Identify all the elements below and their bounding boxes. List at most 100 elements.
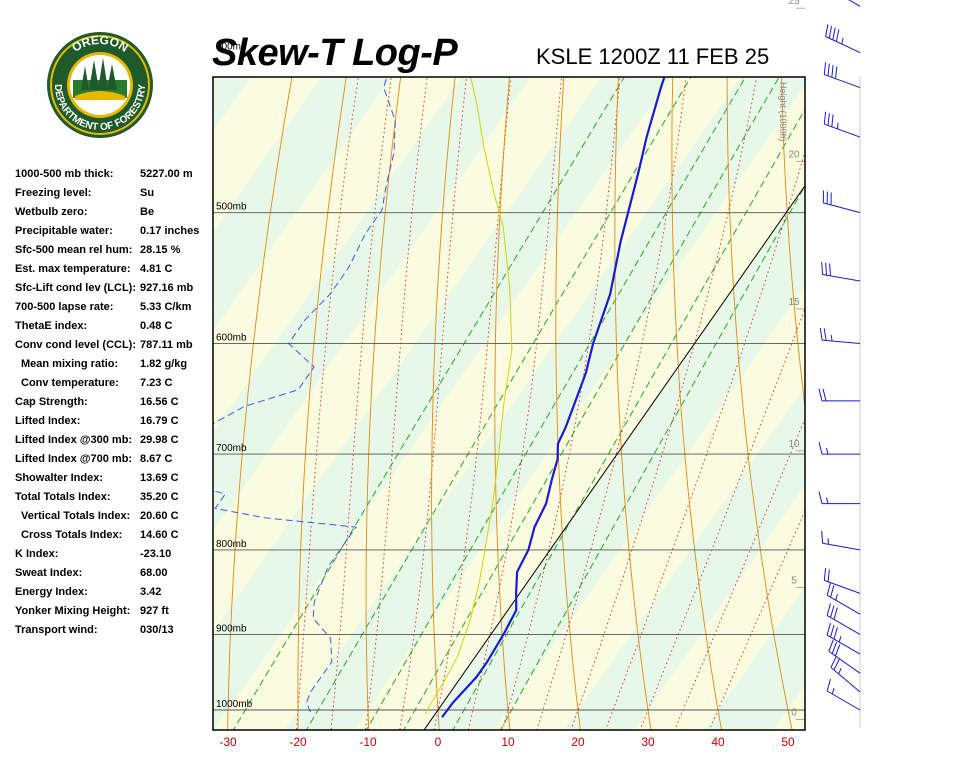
- wind-barb-full: [823, 62, 827, 75]
- index-row: Wetbulb zero: Be: [15, 206, 215, 225]
- index-value: 28.15 %: [140, 244, 181, 256]
- index-label: Mean mixing ratio:: [21, 358, 119, 370]
- wind-barb-half: [836, 122, 839, 129]
- wind-barb: [823, 111, 861, 138]
- wind-barb: [818, 441, 860, 455]
- wind-barb-full: [831, 64, 834, 78]
- index-value: 20.60 C: [140, 510, 179, 522]
- mixing-ratio-line: [305, 77, 692, 730]
- index-label: Conv temperature:: [21, 377, 119, 389]
- wind-barb: [826, 603, 861, 635]
- wind-barb-full: [823, 568, 827, 581]
- index-value: 14.60 C: [140, 529, 179, 541]
- logo-top-text: OREGON: [69, 33, 130, 55]
- wind-barb-full: [833, 627, 838, 640]
- mixing-ratio-line: [403, 77, 780, 730]
- chart-title: Skew-T Log-P: [212, 32, 458, 74]
- wind-barb-full: [827, 63, 830, 76]
- wind-barb-full: [818, 441, 823, 455]
- height-tick-label: 5: [791, 576, 797, 587]
- isotherm-band: [213, 77, 462, 432]
- x-tick-label: -20: [289, 735, 307, 749]
- index-label: Transport wind:: [15, 624, 98, 636]
- wind-barb-shaft: [826, 690, 861, 711]
- x-tick-label: 20: [571, 735, 585, 749]
- wind-barb: [818, 491, 860, 505]
- index-value: 7.23 C: [140, 377, 173, 389]
- wind-barb: [826, 678, 861, 711]
- index-value: 5.33 C/km: [140, 301, 192, 313]
- wind-barb-full: [821, 530, 824, 544]
- temperature-bands: [213, 77, 805, 730]
- height-tick-label: 0: [791, 707, 797, 718]
- index-value: Be: [140, 206, 155, 218]
- wind-barb-half: [831, 687, 835, 695]
- index-label: Freezing level:: [15, 187, 92, 199]
- index-row: Sweat Index: 68.00: [15, 567, 215, 586]
- zero-isotherm: [423, 184, 805, 730]
- index-row: K Index: -23.10: [15, 548, 215, 567]
- index-row: 700-500 lapse rate: 5.33 C/km: [15, 301, 215, 320]
- index-value: 1.82 g/kg: [140, 358, 188, 370]
- isotherm-band: [213, 77, 322, 232]
- wind-barb-full: [830, 585, 835, 598]
- wind-barb-full: [827, 569, 830, 582]
- index-row: Mean mixing ratio: 1.82 g/kg: [15, 358, 215, 377]
- index-label: Precipitable water:: [15, 225, 113, 237]
- index-row: ThetaE index: 0.48 C: [15, 320, 215, 339]
- wind-barb-shaft: [822, 542, 861, 551]
- index-label: Est. max temperature:: [15, 263, 131, 275]
- wind-barb-full: [830, 656, 837, 668]
- index-row: Cross Totals Index: 14.60 C: [15, 529, 215, 548]
- index-value: -23.10: [140, 548, 172, 560]
- wind-barb-shaft: [848, 0, 861, 7]
- index-label: Total Totals Index:: [15, 491, 111, 503]
- wind-barb: [819, 327, 861, 344]
- wind-barb-full: [831, 641, 838, 654]
- pressure-label: 400mb: [216, 42, 247, 53]
- index-label: Wetbulb zero:: [15, 206, 88, 218]
- wind-barb-half: [838, 668, 842, 675]
- wind-barb: [825, 24, 861, 54]
- index-value: Su: [140, 187, 155, 199]
- wind-barb: [821, 262, 861, 282]
- pressure-label: 500mb: [216, 202, 247, 213]
- wind-barb-shaft: [826, 614, 861, 635]
- wind-barb-shaft: [824, 123, 861, 138]
- wind-barb-full: [830, 605, 835, 618]
- index-row: Lifted Index @700 mb: 8.67 C: [15, 453, 215, 472]
- index-label: ThetaE index:: [15, 320, 88, 332]
- wind-barb-half: [838, 635, 842, 643]
- x-axis-tick-labels: -30 -20 -10 0 10 20 30 40 50: [219, 735, 795, 749]
- wind-barb-full: [819, 327, 823, 341]
- wind-barb-half: [835, 594, 838, 601]
- index-value: 927 ft: [140, 605, 169, 617]
- moist-adiabat-line: [570, 77, 758, 730]
- index-value: 35.20 C: [140, 491, 179, 503]
- x-tick-label: 30: [641, 735, 655, 749]
- index-label: Vertical Totals Index:: [21, 510, 131, 522]
- index-value: 16.56 C: [140, 396, 179, 408]
- moist-adiabat-line: [639, 307, 805, 730]
- dewpoint-trace: [213, 77, 396, 713]
- isotherm-band: [213, 77, 602, 632]
- index-label: Lifted Index:: [15, 415, 81, 427]
- wind-barb-full: [826, 583, 831, 596]
- wind-barb-shaft: [824, 74, 861, 89]
- sounding-traces: [213, 77, 666, 718]
- index-row: Conv cond level (CCL): 787.11 mb: [15, 339, 215, 358]
- wind-barb-full: [831, 114, 834, 127]
- wind-barb-shaft: [828, 650, 861, 674]
- index-row: Showalter Index: 13.69 C: [15, 472, 215, 491]
- wind-barb-shaft: [826, 594, 861, 615]
- wind-barb: [821, 530, 861, 551]
- wind-barb-full: [826, 623, 831, 636]
- index-row: Vertical Totals Index: 20.60 C: [15, 510, 215, 529]
- mixing-ratio-line: [365, 77, 747, 730]
- height-tick-label: 25: [788, 0, 800, 7]
- isotherm-band: [283, 77, 805, 730]
- pressure-label: 800mb: [216, 539, 247, 550]
- wind-barb-full: [825, 24, 829, 37]
- index-value: 3.42: [140, 586, 162, 598]
- moist-adiabat-line: [399, 77, 467, 730]
